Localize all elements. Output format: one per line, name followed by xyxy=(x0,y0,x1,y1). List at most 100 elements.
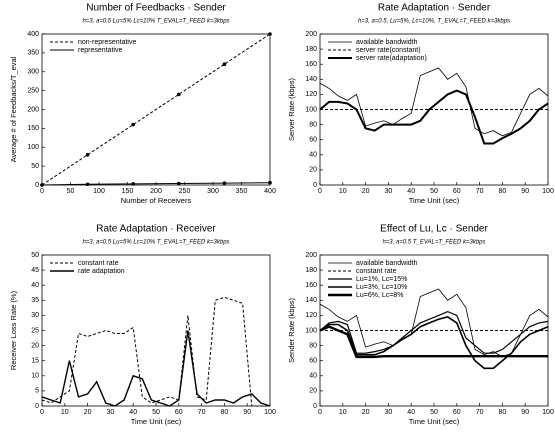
x-tick-label: 350 xyxy=(236,188,248,195)
x-tick-label: 30 xyxy=(385,409,393,416)
x-tick-label: 50 xyxy=(430,409,438,416)
x-tick-label: 90 xyxy=(521,409,529,416)
point xyxy=(85,153,90,157)
point xyxy=(131,182,135,186)
point xyxy=(222,181,227,185)
y-axis-label: Average # of Feedbacks/T_eval xyxy=(9,56,18,162)
chart-panel: Number of Feedbacks · Sender h=3, a=0.5 L… xyxy=(9,3,276,205)
x-tick-label: 200 xyxy=(150,188,162,195)
y-tick-label: 20 xyxy=(309,167,317,174)
legend-label: available bandwidth xyxy=(356,39,418,46)
x-tick-label: 0 xyxy=(40,188,44,195)
x-tick-label: 30 xyxy=(385,188,393,195)
chart-panel: Rate Adaptation · Sender h=3, a=0.5, Lu=5… xyxy=(287,3,554,205)
y-tick-label: 160 xyxy=(305,61,317,68)
y-tick-label: 80 xyxy=(309,342,317,349)
x-tick-label: 90 xyxy=(243,409,251,416)
chart-subtitle: h=3, a=0.5 Lu=5% Lc=10% T_EVAL=T_FEED k=… xyxy=(82,240,229,246)
y-tick-label: 45 xyxy=(31,267,39,274)
x-tick-label: 50 xyxy=(67,188,75,195)
legend-label: non-representative xyxy=(78,39,136,46)
x-tick-label: 60 xyxy=(453,188,461,195)
legend-label: constant rate xyxy=(356,268,397,275)
x-tick-label: 0 xyxy=(318,409,322,416)
x-tick-label: 70 xyxy=(476,409,484,416)
y-tick-label: 200 xyxy=(305,252,317,259)
y-tick-label: 15 xyxy=(31,358,39,365)
legend-label: Lu=1%, Lc=15% xyxy=(356,276,407,283)
y-tick-label: 35 xyxy=(31,297,39,304)
y-tick-label: 200 xyxy=(305,31,317,38)
legend-label: server rate(constant) xyxy=(356,47,421,54)
y-tick-label: 250 xyxy=(27,87,39,94)
y-tick-label: 50 xyxy=(31,252,39,259)
y-tick-label: 100 xyxy=(27,144,39,151)
y-tick-label: 0 xyxy=(313,403,317,410)
x-tick-label: 10 xyxy=(61,409,69,416)
y-tick-label: 25 xyxy=(31,327,39,334)
y-tick-label: 400 xyxy=(27,31,39,38)
point xyxy=(40,183,44,187)
y-tick-label: 150 xyxy=(27,125,39,132)
y-tick-label: 20 xyxy=(31,342,39,349)
x-axis-label: Time Unit (sec) xyxy=(409,196,460,205)
y-tick-label: 60 xyxy=(309,137,317,144)
x-tick-label: 90 xyxy=(521,188,529,195)
point xyxy=(268,32,272,36)
legend-label: constant rate xyxy=(78,260,119,267)
x-tick-label: 10 xyxy=(339,188,347,195)
chart-subtitle: h=3, a=0.5 Lu=5% Lc=10% T_EVAL=T_FEED k=… xyxy=(82,19,229,25)
y-tick-label: 0 xyxy=(35,403,39,410)
chart-panel: Effect of Lu, Lc · Sender h=3, a=0.5 T_EV… xyxy=(287,224,554,426)
x-tick-label: 0 xyxy=(40,409,44,416)
x-tick-label: 10 xyxy=(339,409,347,416)
y-tick-label: 80 xyxy=(309,121,317,128)
y-tick-label: 0 xyxy=(313,182,317,189)
x-tick-label: 150 xyxy=(122,188,134,195)
chart-panel: Rate Adaptation · Receiver h=3, a=0.5 Lu=… xyxy=(9,224,276,426)
legend-label: available bandwidth xyxy=(356,260,418,267)
series-line xyxy=(41,182,271,186)
x-tick-label: 70 xyxy=(198,409,206,416)
series-line xyxy=(319,89,549,145)
y-tick-label: 20 xyxy=(309,388,317,395)
point xyxy=(222,62,227,66)
x-tick-label: 20 xyxy=(362,409,370,416)
x-tick-label: 80 xyxy=(221,409,229,416)
series-line xyxy=(319,310,549,354)
legend-label: server rate(adaptation) xyxy=(356,55,427,62)
y-tick-label: 140 xyxy=(305,76,317,83)
chart-title: Number of Feedbacks · Sender xyxy=(86,3,226,14)
y-tick-label: 50 xyxy=(31,163,39,170)
x-tick-label: 400 xyxy=(264,188,276,195)
y-tick-label: 180 xyxy=(305,267,317,274)
y-tick-label: 5 xyxy=(35,388,39,395)
y-axis-label: Receiver Loss Rate (%) xyxy=(9,290,18,370)
x-tick-label: 20 xyxy=(362,188,370,195)
x-tick-label: 80 xyxy=(499,188,507,195)
chart-subtitle: h=3, a=0.5 T_EVAL=T_FEED k=3kbps xyxy=(382,240,485,246)
y-tick-label: 300 xyxy=(27,69,39,76)
legend-label: representative xyxy=(78,47,122,54)
y-tick-label: 140 xyxy=(305,297,317,304)
chart-subtitle: h=3, a=0.5, Lu=5%, Lc=10%, T_EVAL=T_FEED… xyxy=(358,19,510,25)
legend-label: Lu=6%, Lc=8% xyxy=(356,292,403,299)
chart-title: Effect of Lu, Lc · Sender xyxy=(380,224,488,235)
point xyxy=(177,181,181,186)
series-line xyxy=(41,296,270,407)
x-tick-label: 50 xyxy=(430,188,438,195)
chart-title: Rate Adaptation · Receiver xyxy=(96,224,216,235)
x-tick-label: 40 xyxy=(129,409,137,416)
y-tick-label: 200 xyxy=(27,106,39,113)
y-tick-label: 40 xyxy=(31,282,39,289)
plot-frame xyxy=(319,254,549,407)
x-tick-label: 40 xyxy=(407,409,415,416)
series-line xyxy=(319,67,549,137)
x-tick-label: 100 xyxy=(542,409,554,416)
x-tick-label: 30 xyxy=(107,409,115,416)
legend-label: rate adaptation xyxy=(78,268,125,275)
legend-label: Lu=3%, Lc=10% xyxy=(356,284,407,291)
y-tick-label: 0 xyxy=(35,182,39,189)
y-tick-label: 60 xyxy=(309,358,317,365)
series-line xyxy=(41,330,271,407)
